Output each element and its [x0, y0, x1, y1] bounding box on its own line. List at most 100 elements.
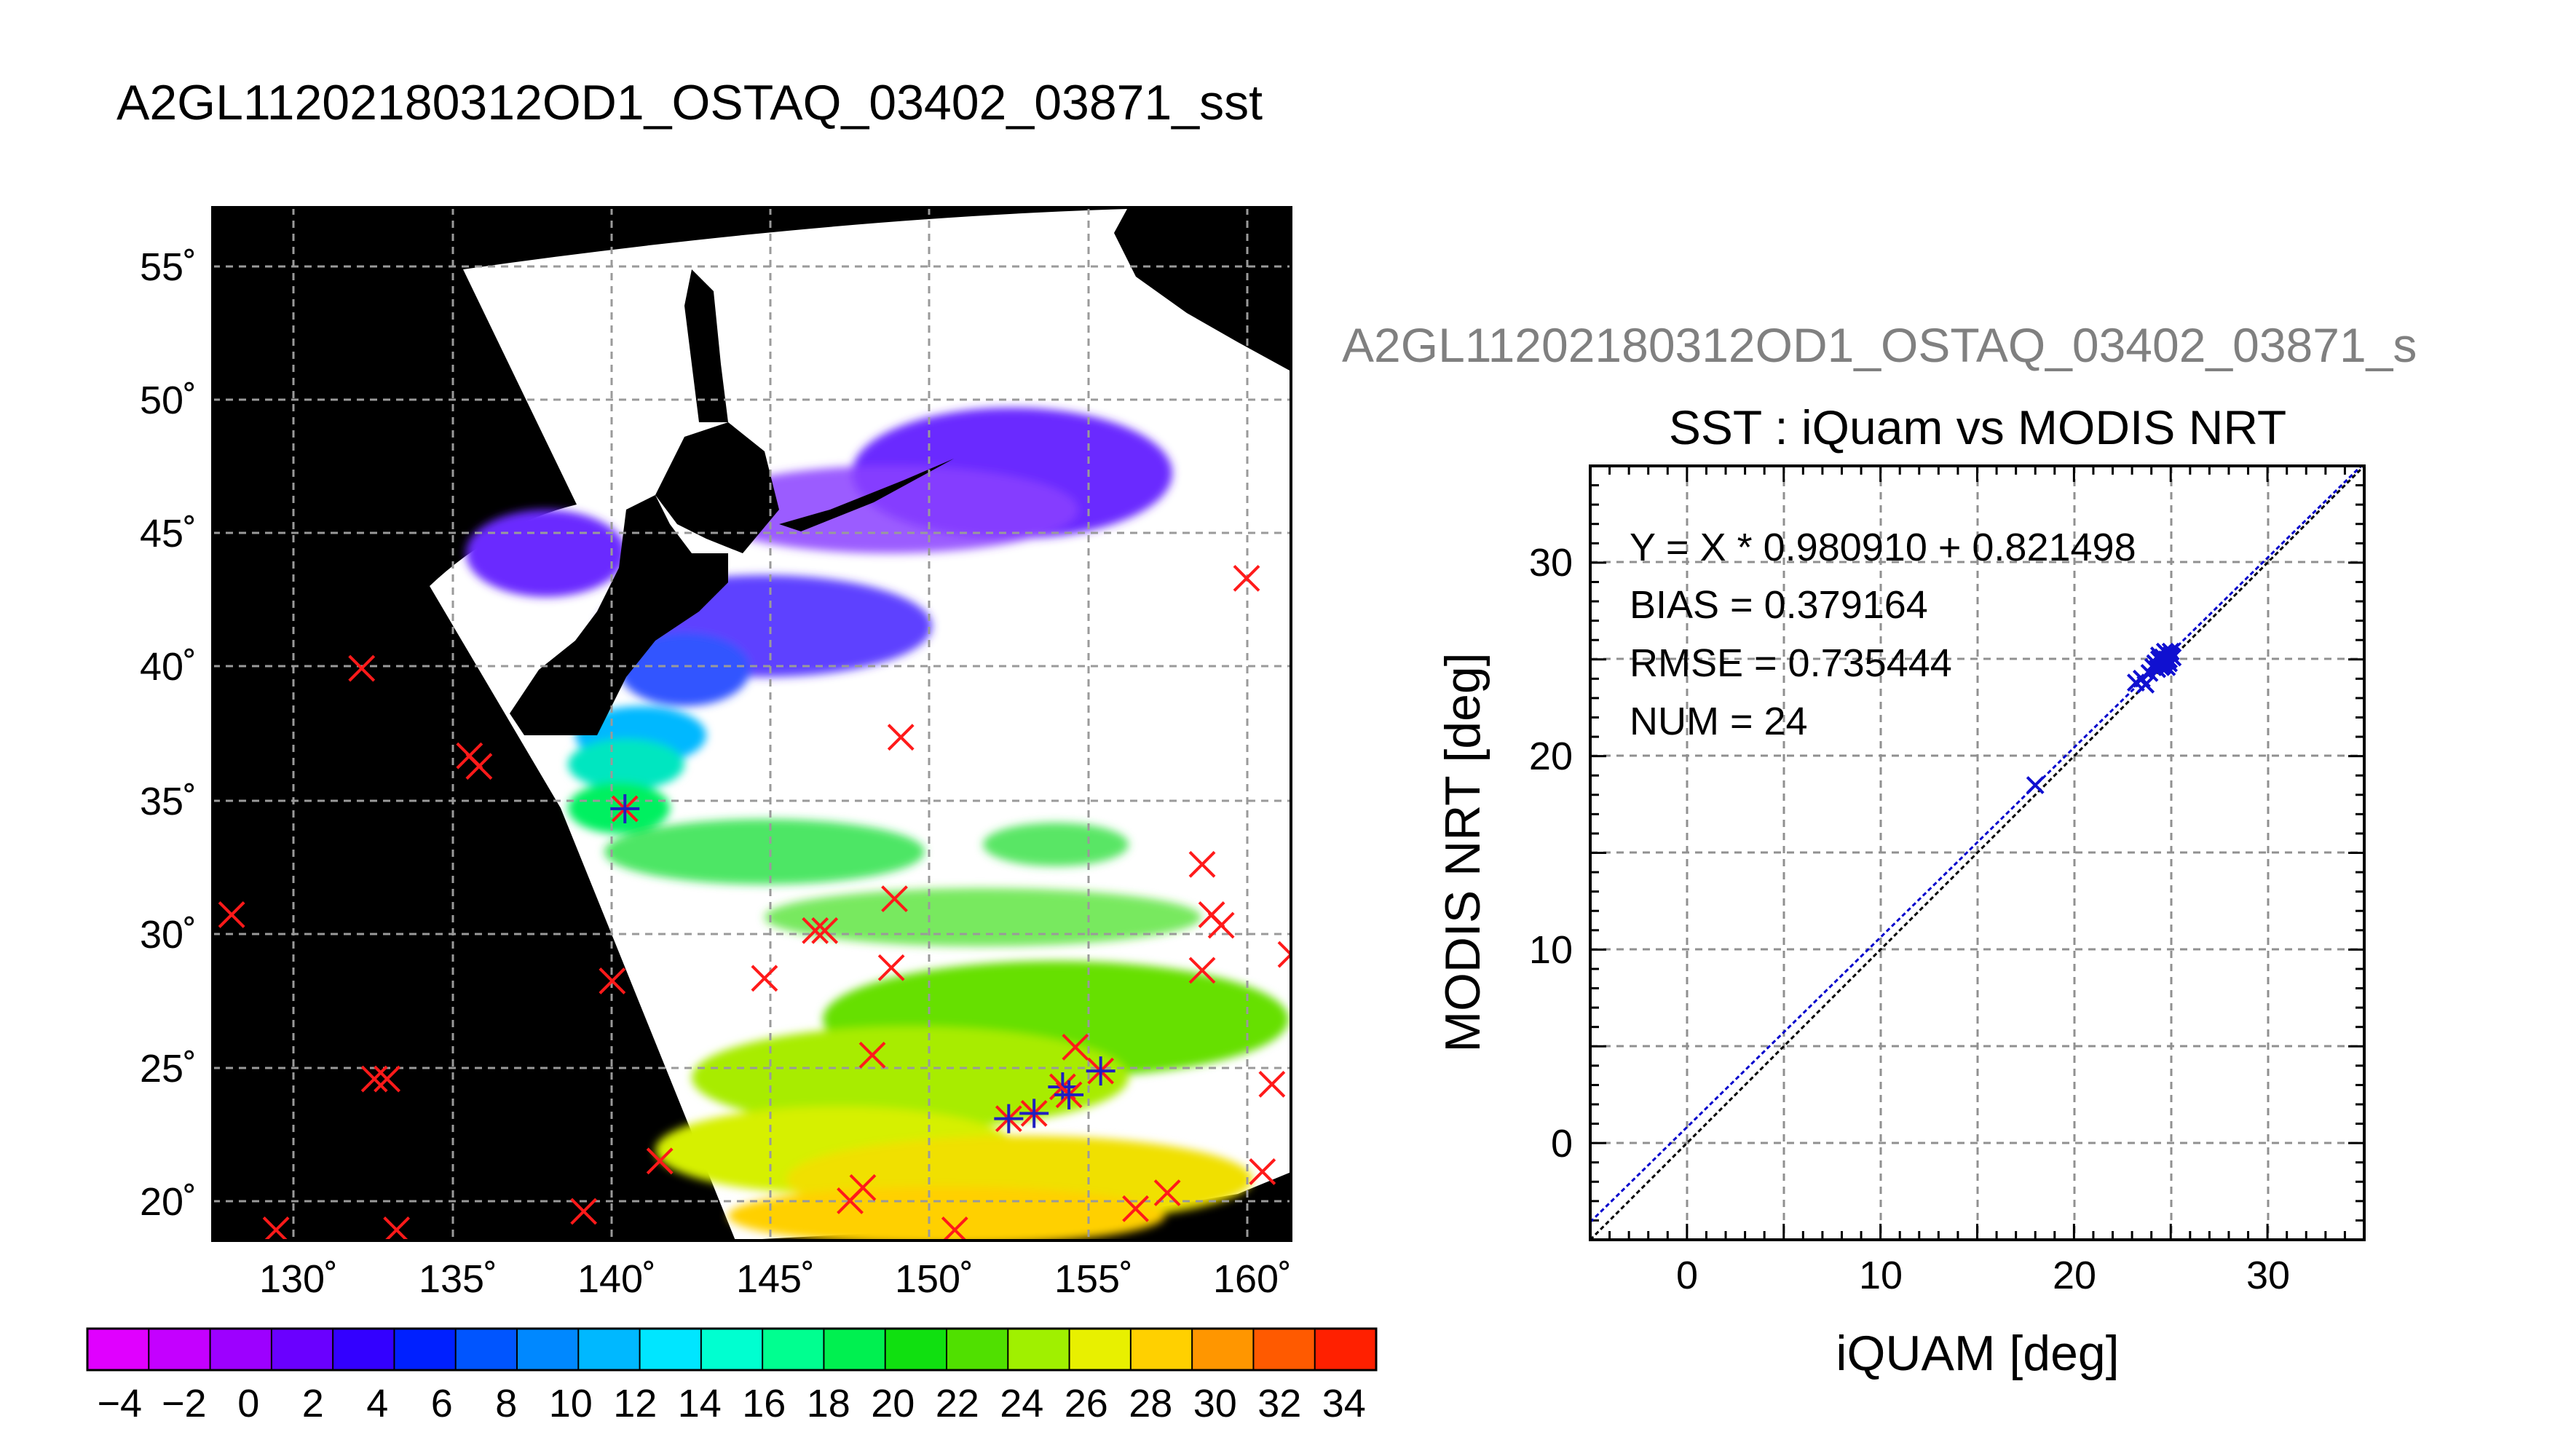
scatter-point	[2163, 648, 2182, 667]
buoy-marker	[858, 1041, 886, 1069]
buoy-marker	[1233, 564, 1260, 592]
buoy-marker	[877, 954, 905, 981]
colorbar-label: 2	[302, 1382, 324, 1425]
lat-tick-label: 45˚	[140, 512, 197, 555]
scatter-y-ticks: 0 10 20 30	[1529, 541, 1573, 1166]
buoy-marker	[374, 1065, 400, 1093]
colorbar-cell	[1008, 1329, 1070, 1370]
colorbar-label: 14	[678, 1382, 722, 1425]
buoy-marker	[1153, 1179, 1181, 1206]
colorbar-label: 30	[1193, 1382, 1237, 1425]
matchup-marker	[994, 1104, 1024, 1133]
colorbar-cell	[824, 1329, 886, 1370]
buoy-marker	[751, 965, 778, 992]
y-tick-label: 20	[1529, 735, 1573, 778]
lat-tick-labels: 20˚ 25˚ 30˚ 35˚ 40˚ 45˚ 50˚ 55˚	[140, 245, 197, 1224]
x-tick-label: 20	[2053, 1254, 2096, 1297]
colorbar-cell	[1069, 1329, 1132, 1370]
lon-tick-label: 150˚	[895, 1257, 974, 1301]
colorbar-cell	[947, 1329, 1008, 1370]
colorbar-cell	[271, 1329, 333, 1370]
colorbar-cell	[149, 1329, 211, 1370]
colorbar-cell	[885, 1329, 947, 1370]
buoy-marker	[811, 917, 839, 944]
colorbar-label: 6	[431, 1382, 453, 1425]
y-tick-label: 0	[1551, 1122, 1573, 1166]
scatter-frame	[1589, 464, 2366, 1241]
colorbar-label: 18	[807, 1382, 850, 1425]
colorbar-label: 12	[613, 1382, 657, 1425]
buoy-marker	[383, 1216, 411, 1241]
buoy-marker	[887, 724, 915, 751]
colorbar-label: 8	[495, 1382, 517, 1425]
colorbar-label: 26	[1065, 1382, 1108, 1425]
y-tick-label: 10	[1529, 928, 1573, 972]
matchup-marker	[610, 794, 640, 823]
scatter-point	[2026, 776, 2045, 794]
colorbar-cell	[394, 1329, 457, 1370]
lat-tick-label: 50˚	[140, 379, 197, 422]
buoy-marker	[849, 1174, 877, 1201]
lon-tick-label: 140˚	[577, 1257, 656, 1301]
colorbar-label: 16	[742, 1382, 786, 1425]
buoy-marker	[262, 1216, 290, 1241]
matchup-marker	[1086, 1056, 1115, 1086]
buoy-marker	[465, 753, 493, 780]
colorbar-labels: −4 −2 0 2 4 6 8 10 12 14 16 18 20 22 24 26 28 30 32 34	[97, 1382, 1365, 1425]
buoy-marker	[1188, 850, 1216, 878]
colorbar-label: 20	[871, 1382, 915, 1425]
regression-line	[1590, 466, 2363, 1223]
lat-tick-label: 55˚	[140, 245, 197, 289]
colorbar-label: 34	[1322, 1382, 1366, 1425]
buoy-marker	[348, 654, 376, 682]
colorbar-cell	[1192, 1329, 1254, 1370]
colorbar-cell	[1253, 1329, 1316, 1370]
colorbar-label: −2	[162, 1382, 207, 1425]
x-tick-label: 10	[1859, 1254, 1903, 1297]
scatter-title: SST : iQuam vs MODIS NRT	[1669, 400, 2286, 454]
buoy-marker	[881, 885, 908, 913]
scatter-points	[2026, 642, 2182, 794]
colorbar: −4 −2 0 2 4 6 8 10 12 14 16 18 20 22 24 26 28 30 32 34	[86, 1327, 1378, 1425]
colorbar-label: 10	[549, 1382, 593, 1425]
lon-tick-label: 160˚	[1213, 1257, 1292, 1301]
buoy-marker	[646, 1147, 674, 1175]
colorbar-cell	[762, 1329, 824, 1370]
buoy-marker	[218, 901, 245, 928]
stats-block: Y = X * 0.980910 + 0.821498 BIAS = 0.379…	[1630, 526, 2136, 743]
stats-num: NUM = 24	[1630, 700, 1808, 743]
lon-tick-label: 155˚	[1054, 1257, 1133, 1301]
stats-rmse: RMSE = 0.735444	[1630, 641, 1952, 685]
scatter-panel: Y = X * 0.980910 + 0.821498 BIAS = 0.379…	[1435, 464, 2366, 1381]
colorbar-cell	[1314, 1329, 1377, 1370]
colorbar-cell	[455, 1329, 518, 1370]
matchup-marker	[1019, 1099, 1049, 1128]
colorbar-frame	[86, 1327, 1378, 1372]
lon-tick-label: 130˚	[259, 1257, 338, 1301]
lon-tick-label: 135˚	[419, 1257, 497, 1301]
colorbar-cell	[517, 1329, 579, 1370]
map-frame	[211, 206, 1292, 1242]
colorbar-cell	[700, 1329, 763, 1370]
buoy-marker	[1062, 1033, 1089, 1061]
buoy-marker	[941, 1216, 968, 1241]
lon-tick-labels: 130˚ 135˚ 140˚ 145˚ 150˚ 155˚ 160˚	[259, 1257, 1292, 1301]
main-title: A2GL11202180312OD1_OSTAQ_03402_03871_sst	[117, 75, 1263, 130]
y-axis-label: MODIS NRT [deg]	[1435, 652, 1490, 1052]
x-tick-label: 0	[1676, 1254, 1698, 1297]
map-panel: 20˚ 25˚ 30˚ 35˚ 40˚ 45˚ 50˚ 55˚ 130˚ 135…	[140, 206, 1292, 1301]
colorbar-cell	[578, 1329, 641, 1370]
x-axis-label: iQUAM [deg]	[1836, 1326, 2119, 1381]
colorbar-cell	[87, 1329, 149, 1370]
stats-bias: BIAS = 0.379164	[1630, 583, 1928, 627]
colorbar-label: 4	[366, 1382, 388, 1425]
buoy-marker	[1258, 1070, 1286, 1098]
one-to-one-line	[1590, 466, 2364, 1240]
lat-tick-label: 20˚	[140, 1180, 197, 1224]
scatter-point	[2144, 657, 2163, 676]
lon-tick-label: 145˚	[736, 1257, 815, 1301]
buoy-marker	[1249, 1158, 1276, 1185]
buoy-marker	[802, 917, 829, 944]
map-grid	[213, 207, 1291, 1241]
scatter-grid	[1590, 466, 2364, 1240]
